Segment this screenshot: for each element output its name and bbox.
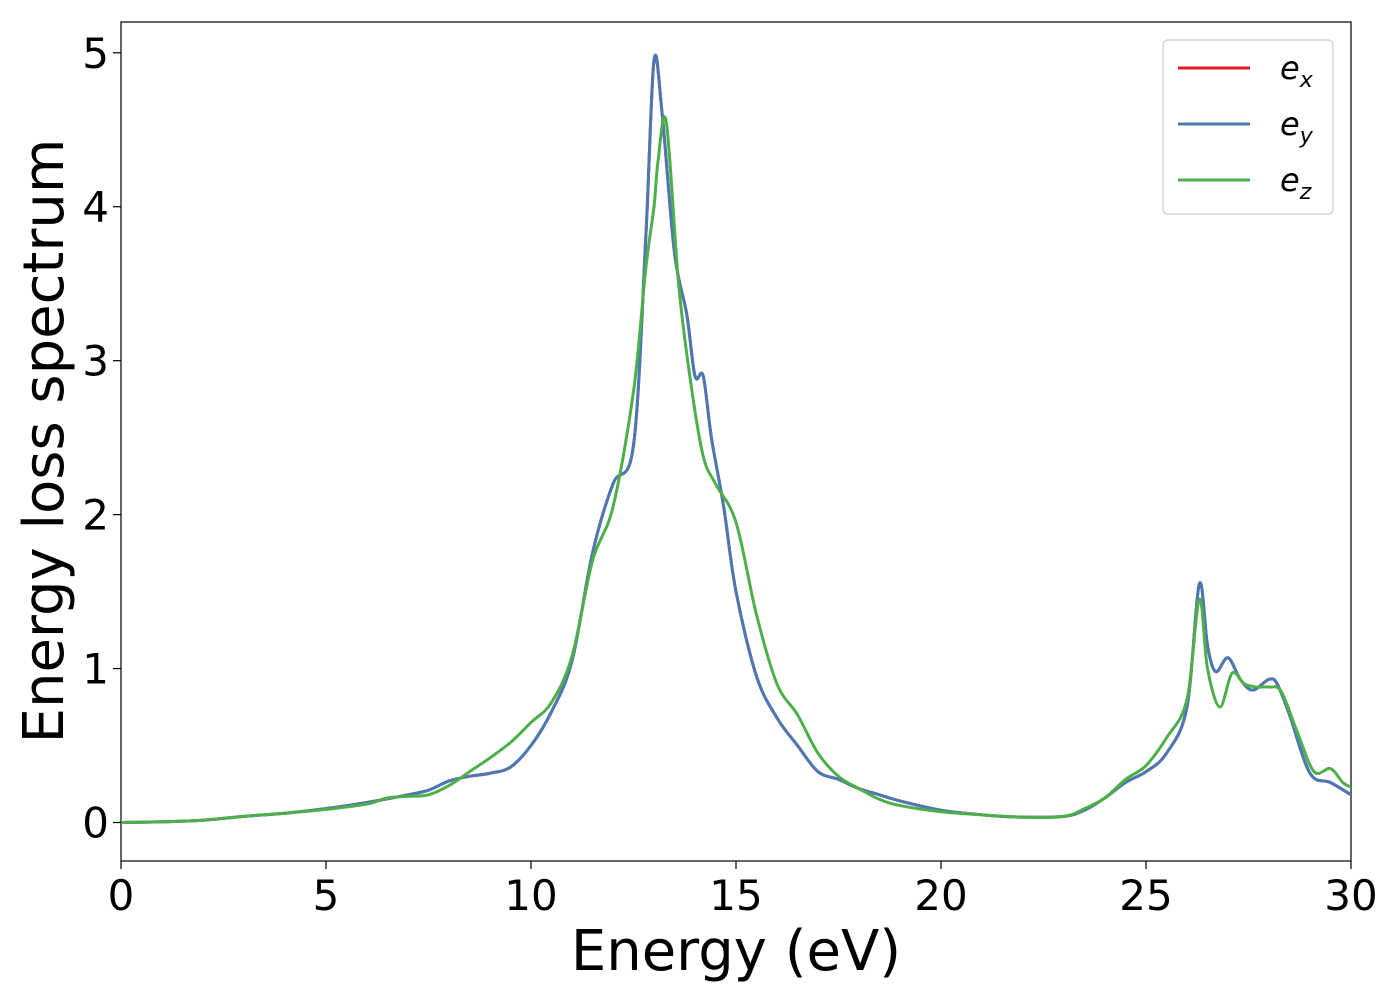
x-axis-ticks: 0 5 10 15 20 25 30 [108,861,1378,920]
y-tick-label: 4 [82,183,109,232]
series-line-z [121,115,1351,825]
x-axis-title: Energy (eV) [571,919,901,984]
y-axis-ticks: 0 1 2 3 4 5 [82,29,121,848]
x-tick-label: 20 [914,871,967,920]
legend-label-subscript: x [1299,68,1314,93]
legend-box [1162,39,1334,215]
x-tick-label: 0 [108,871,135,920]
x-tick-label: 5 [313,871,340,920]
y-tick-label: 5 [82,29,109,78]
x-tick-label: 30 [1324,871,1377,920]
x-tick-label: 25 [1119,871,1172,920]
x-tick-label: 15 [709,871,762,920]
series-line-y [121,53,1351,825]
y-tick-label: 0 [82,799,109,848]
x-tick-label: 10 [504,871,557,920]
series-layer [121,53,1351,825]
legend-label-subscript: z [1299,180,1312,205]
y-axis-title: Energy loss spectrum [12,139,77,744]
y-tick-label: 2 [82,491,109,540]
y-tick-label: 1 [82,645,109,694]
y-tick-label: 3 [82,337,109,386]
legend-label-subscript: y [1299,124,1314,149]
